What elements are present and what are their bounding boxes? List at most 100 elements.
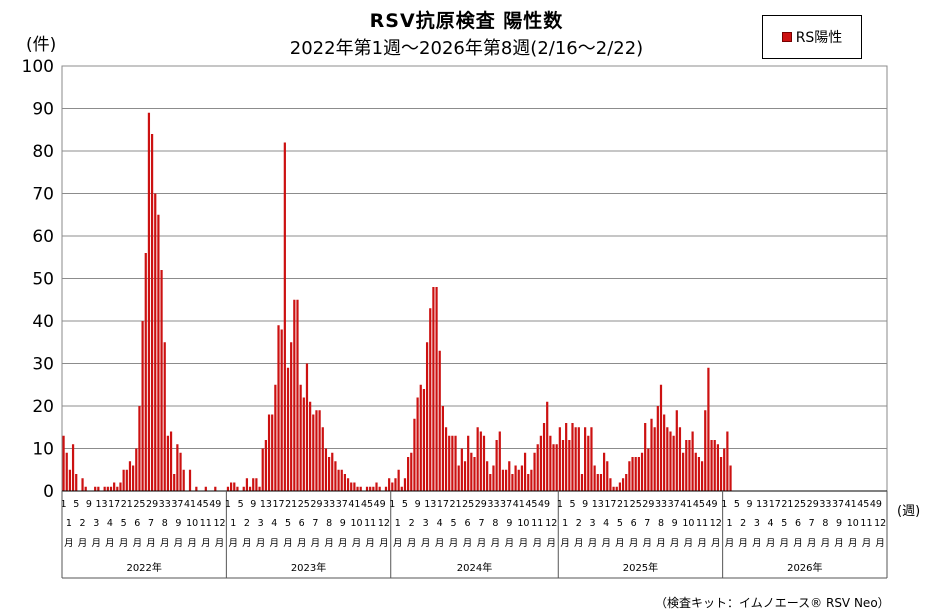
month-suffix-label: 月 bbox=[738, 538, 748, 549]
month-tick-label: 12 bbox=[213, 518, 225, 529]
month-suffix-label: 月 bbox=[862, 538, 872, 549]
bar bbox=[495, 440, 498, 491]
bar bbox=[356, 486, 359, 491]
bar bbox=[596, 474, 599, 491]
bar bbox=[71, 444, 75, 491]
month-suffix-label: 月 bbox=[615, 538, 625, 549]
bar bbox=[514, 465, 517, 491]
bar bbox=[568, 440, 571, 491]
bar bbox=[435, 287, 438, 491]
bar bbox=[138, 406, 141, 491]
bar bbox=[94, 486, 97, 491]
bar bbox=[549, 435, 552, 491]
week-tick-label: 21 bbox=[449, 499, 461, 510]
bar bbox=[394, 478, 397, 491]
week-tick-label: 21 bbox=[781, 499, 793, 510]
month-suffix-label: 月 bbox=[807, 538, 817, 549]
week-tick-label: 9 bbox=[415, 499, 421, 510]
week-tick-label: 5 bbox=[73, 499, 79, 510]
week-tick-label: 9 bbox=[250, 499, 256, 510]
month-tick-label: 10 bbox=[186, 518, 198, 529]
month-tick-label: 2 bbox=[740, 518, 746, 529]
week-tick-label: 45 bbox=[857, 499, 869, 510]
week-tick-label: 17 bbox=[437, 499, 449, 510]
month-tick-label: 2 bbox=[80, 518, 86, 529]
month-suffix-label: 月 bbox=[201, 538, 211, 549]
week-tick-label: 29 bbox=[310, 499, 322, 510]
month-suffix-label: 月 bbox=[821, 538, 831, 549]
bar bbox=[697, 457, 701, 491]
month-tick-label: 4 bbox=[107, 518, 113, 529]
week-tick-label: 13 bbox=[95, 499, 107, 510]
bar bbox=[283, 142, 286, 491]
bar bbox=[245, 478, 249, 491]
bar bbox=[659, 384, 663, 491]
week-tick-label: 45 bbox=[197, 499, 209, 510]
bar bbox=[700, 461, 704, 491]
bar bbox=[327, 457, 331, 491]
bar bbox=[267, 414, 271, 491]
week-tick-label: 49 bbox=[706, 499, 718, 510]
bar bbox=[476, 427, 479, 491]
bar bbox=[675, 410, 678, 491]
bar bbox=[444, 427, 448, 491]
bar bbox=[606, 461, 609, 491]
week-tick-label: 1 bbox=[389, 499, 395, 510]
week-tick-label: 17 bbox=[604, 499, 616, 510]
bar bbox=[125, 469, 128, 491]
bar bbox=[135, 448, 138, 491]
legend-swatch bbox=[781, 32, 792, 42]
week-tick-label: 37 bbox=[500, 499, 512, 510]
bar bbox=[230, 482, 233, 491]
bar bbox=[290, 342, 293, 491]
month-tick-label: 12 bbox=[378, 518, 390, 529]
month-tick-label: 6 bbox=[464, 518, 470, 529]
bar bbox=[248, 486, 252, 491]
month-suffix-label: 月 bbox=[352, 538, 362, 549]
bar bbox=[255, 478, 258, 491]
test-kit-note: （検査キット：イムノエース® RSV Neo） bbox=[655, 596, 890, 610]
bar bbox=[106, 486, 109, 491]
y-tick-label: 10 bbox=[32, 440, 54, 460]
bar bbox=[653, 427, 656, 491]
bar bbox=[621, 478, 625, 491]
bar bbox=[489, 474, 492, 491]
bar bbox=[454, 435, 457, 491]
month-tick-label: 7 bbox=[312, 518, 318, 529]
bar bbox=[482, 435, 486, 491]
bar bbox=[372, 486, 375, 491]
bar bbox=[293, 299, 296, 491]
bar bbox=[650, 418, 653, 491]
month-tick-label: 5 bbox=[781, 518, 787, 529]
year-label: 2024年 bbox=[457, 561, 492, 574]
bar bbox=[422, 389, 426, 491]
week-tick-label: 49 bbox=[209, 499, 221, 510]
week-tick-label: 1 bbox=[225, 499, 231, 510]
week-tick-label: 9 bbox=[582, 499, 588, 510]
bar bbox=[694, 452, 697, 491]
week-tick-label: 5 bbox=[734, 499, 740, 510]
month-tick-label: 3 bbox=[258, 518, 264, 529]
bar bbox=[713, 440, 716, 491]
bar bbox=[226, 486, 230, 491]
bar bbox=[132, 465, 135, 491]
bar bbox=[425, 342, 429, 491]
bar bbox=[274, 384, 277, 491]
month-tick-label: 8 bbox=[822, 518, 828, 529]
week-tick-label: 9 bbox=[746, 499, 752, 510]
x-axis-unit: (週) bbox=[897, 504, 921, 519]
week-tick-label: 33 bbox=[487, 499, 499, 510]
month-tick-label: 3 bbox=[589, 518, 595, 529]
bar bbox=[710, 440, 713, 491]
bar bbox=[723, 448, 726, 491]
month-tick-label: 3 bbox=[93, 518, 99, 529]
bar bbox=[618, 482, 622, 491]
month-tick-label: 4 bbox=[271, 518, 277, 529]
month-suffix-label: 月 bbox=[875, 538, 885, 549]
bar bbox=[533, 452, 536, 491]
month-suffix-label: 月 bbox=[187, 538, 197, 549]
bar bbox=[685, 440, 688, 491]
y-axis-unit: (件) bbox=[26, 35, 57, 55]
bar bbox=[593, 465, 596, 491]
